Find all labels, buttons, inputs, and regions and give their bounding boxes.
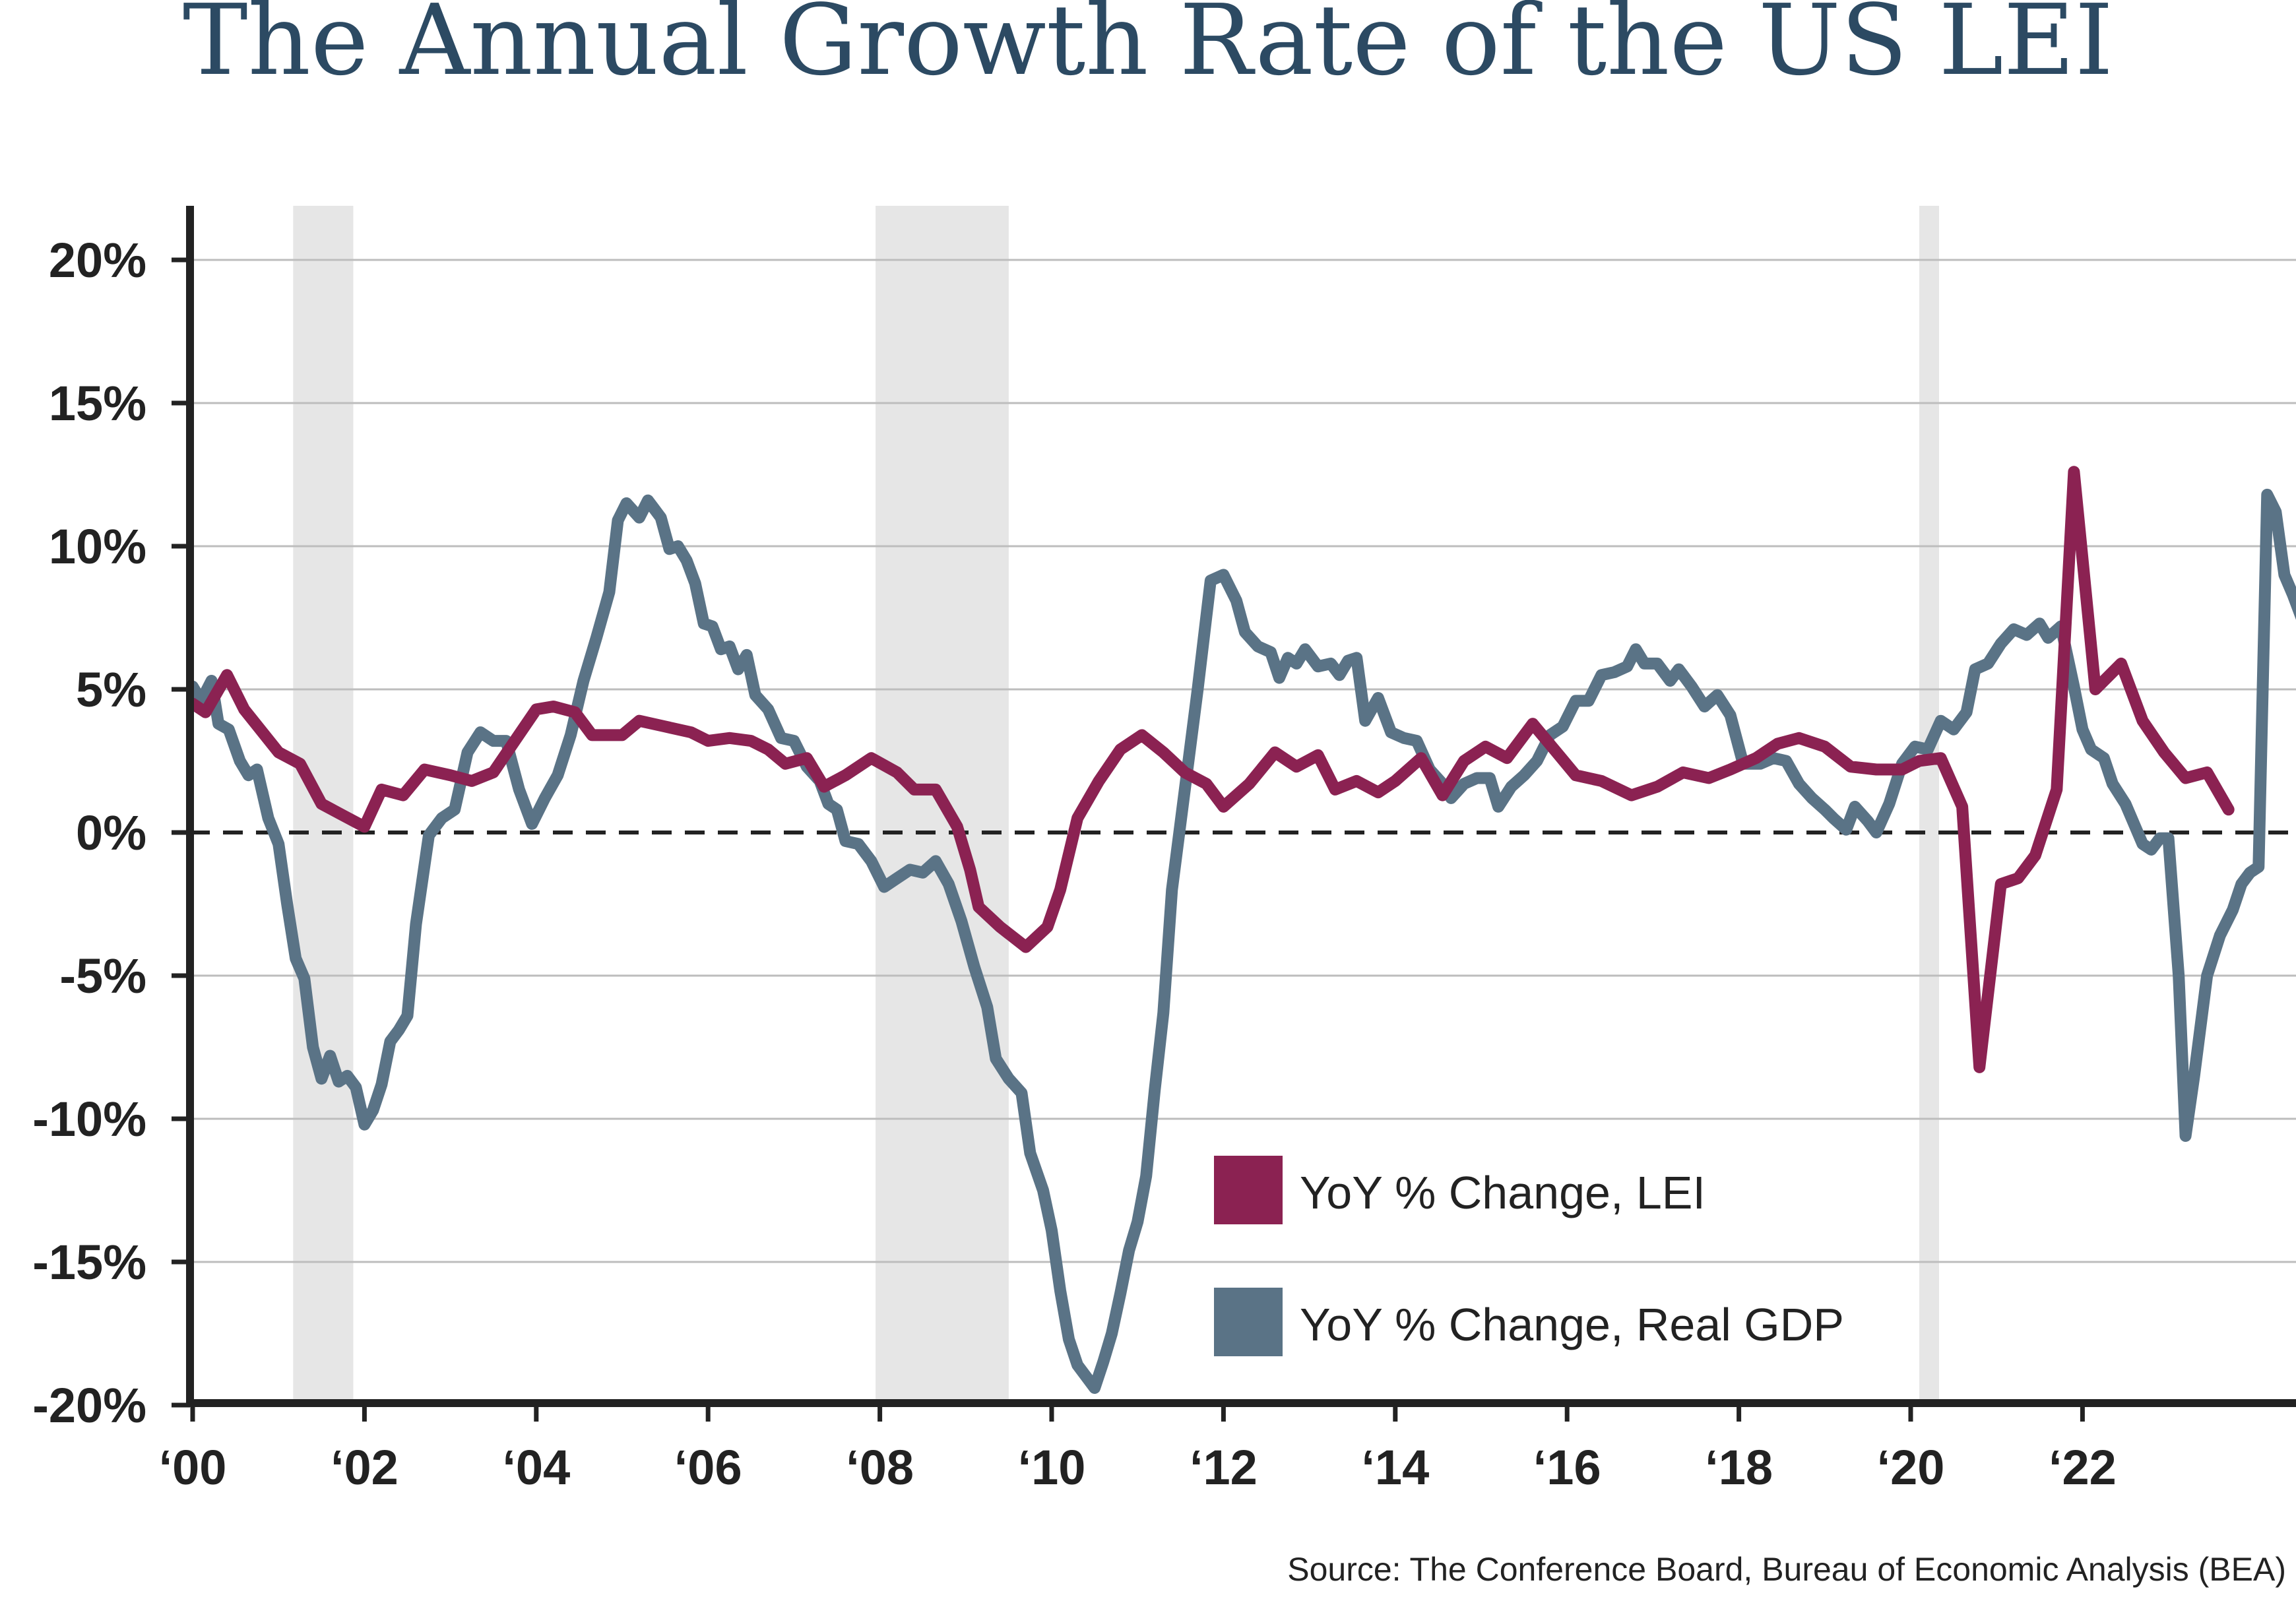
series-line-gdp	[187, 488, 2296, 1394]
legend: YoY % Change, LEI YoY % Change, Real GDP	[1214, 1156, 1844, 1356]
x-tick-label: ‘16	[1533, 1440, 1601, 1495]
recession-band-2	[1919, 206, 1939, 1403]
y-tick-label: 5%	[76, 662, 146, 717]
x-tick-label: ‘02	[331, 1440, 399, 1495]
x-tick-label: ‘08	[846, 1440, 914, 1495]
source-note: Source: The Conference Board, Bureau of …	[1287, 1551, 2286, 1588]
x-tick-label: ‘04	[502, 1440, 570, 1495]
x-tick-label: ‘06	[674, 1440, 742, 1495]
x-tick-label: ‘10	[1018, 1440, 1086, 1495]
x-tick-label: ‘12	[1190, 1440, 1258, 1495]
x-axis-ticks: ‘00 ‘02 ‘04 ‘06 ‘08 ‘10 ‘12 ‘14 ‘16 ‘18 ‘20 ‘22	[159, 1403, 2117, 1495]
series-lines	[187, 466, 2296, 1394]
chart-title: The Annual Growth Rate of the US LEI	[183, 0, 2113, 97]
y-tick-label: 20%	[49, 233, 146, 288]
legend-label-gdp: YoY % Change, Real GDP	[1300, 1299, 1844, 1350]
legend-swatch-lei	[1214, 1156, 1283, 1224]
x-tick-label: ‘00	[159, 1440, 227, 1495]
y-tick-label: -15%	[32, 1235, 146, 1290]
y-tick-label: -20%	[32, 1378, 146, 1433]
x-tick-label: ‘14	[1361, 1440, 1429, 1495]
y-tick-label: -5%	[59, 949, 146, 1003]
y-tick-label: -10%	[32, 1092, 146, 1146]
x-tick-label: ‘22	[2049, 1440, 2117, 1495]
legend-swatch-gdp	[1214, 1288, 1283, 1356]
y-axis-ticks: 20% 15% 10% 5% 0% -5% -10% -15% -20%	[32, 233, 190, 1433]
x-tick-label: ‘18	[1705, 1440, 1773, 1495]
y-tick-label: 0%	[76, 805, 146, 860]
gridlines	[190, 259, 2296, 1263]
y-tick-label: 15%	[49, 376, 146, 431]
legend-label-lei: YoY % Change, LEI	[1300, 1167, 1706, 1218]
y-tick-label: 10%	[49, 519, 146, 574]
x-tick-label: ‘20	[1877, 1440, 1945, 1495]
series-line-lei	[187, 466, 2235, 1073]
